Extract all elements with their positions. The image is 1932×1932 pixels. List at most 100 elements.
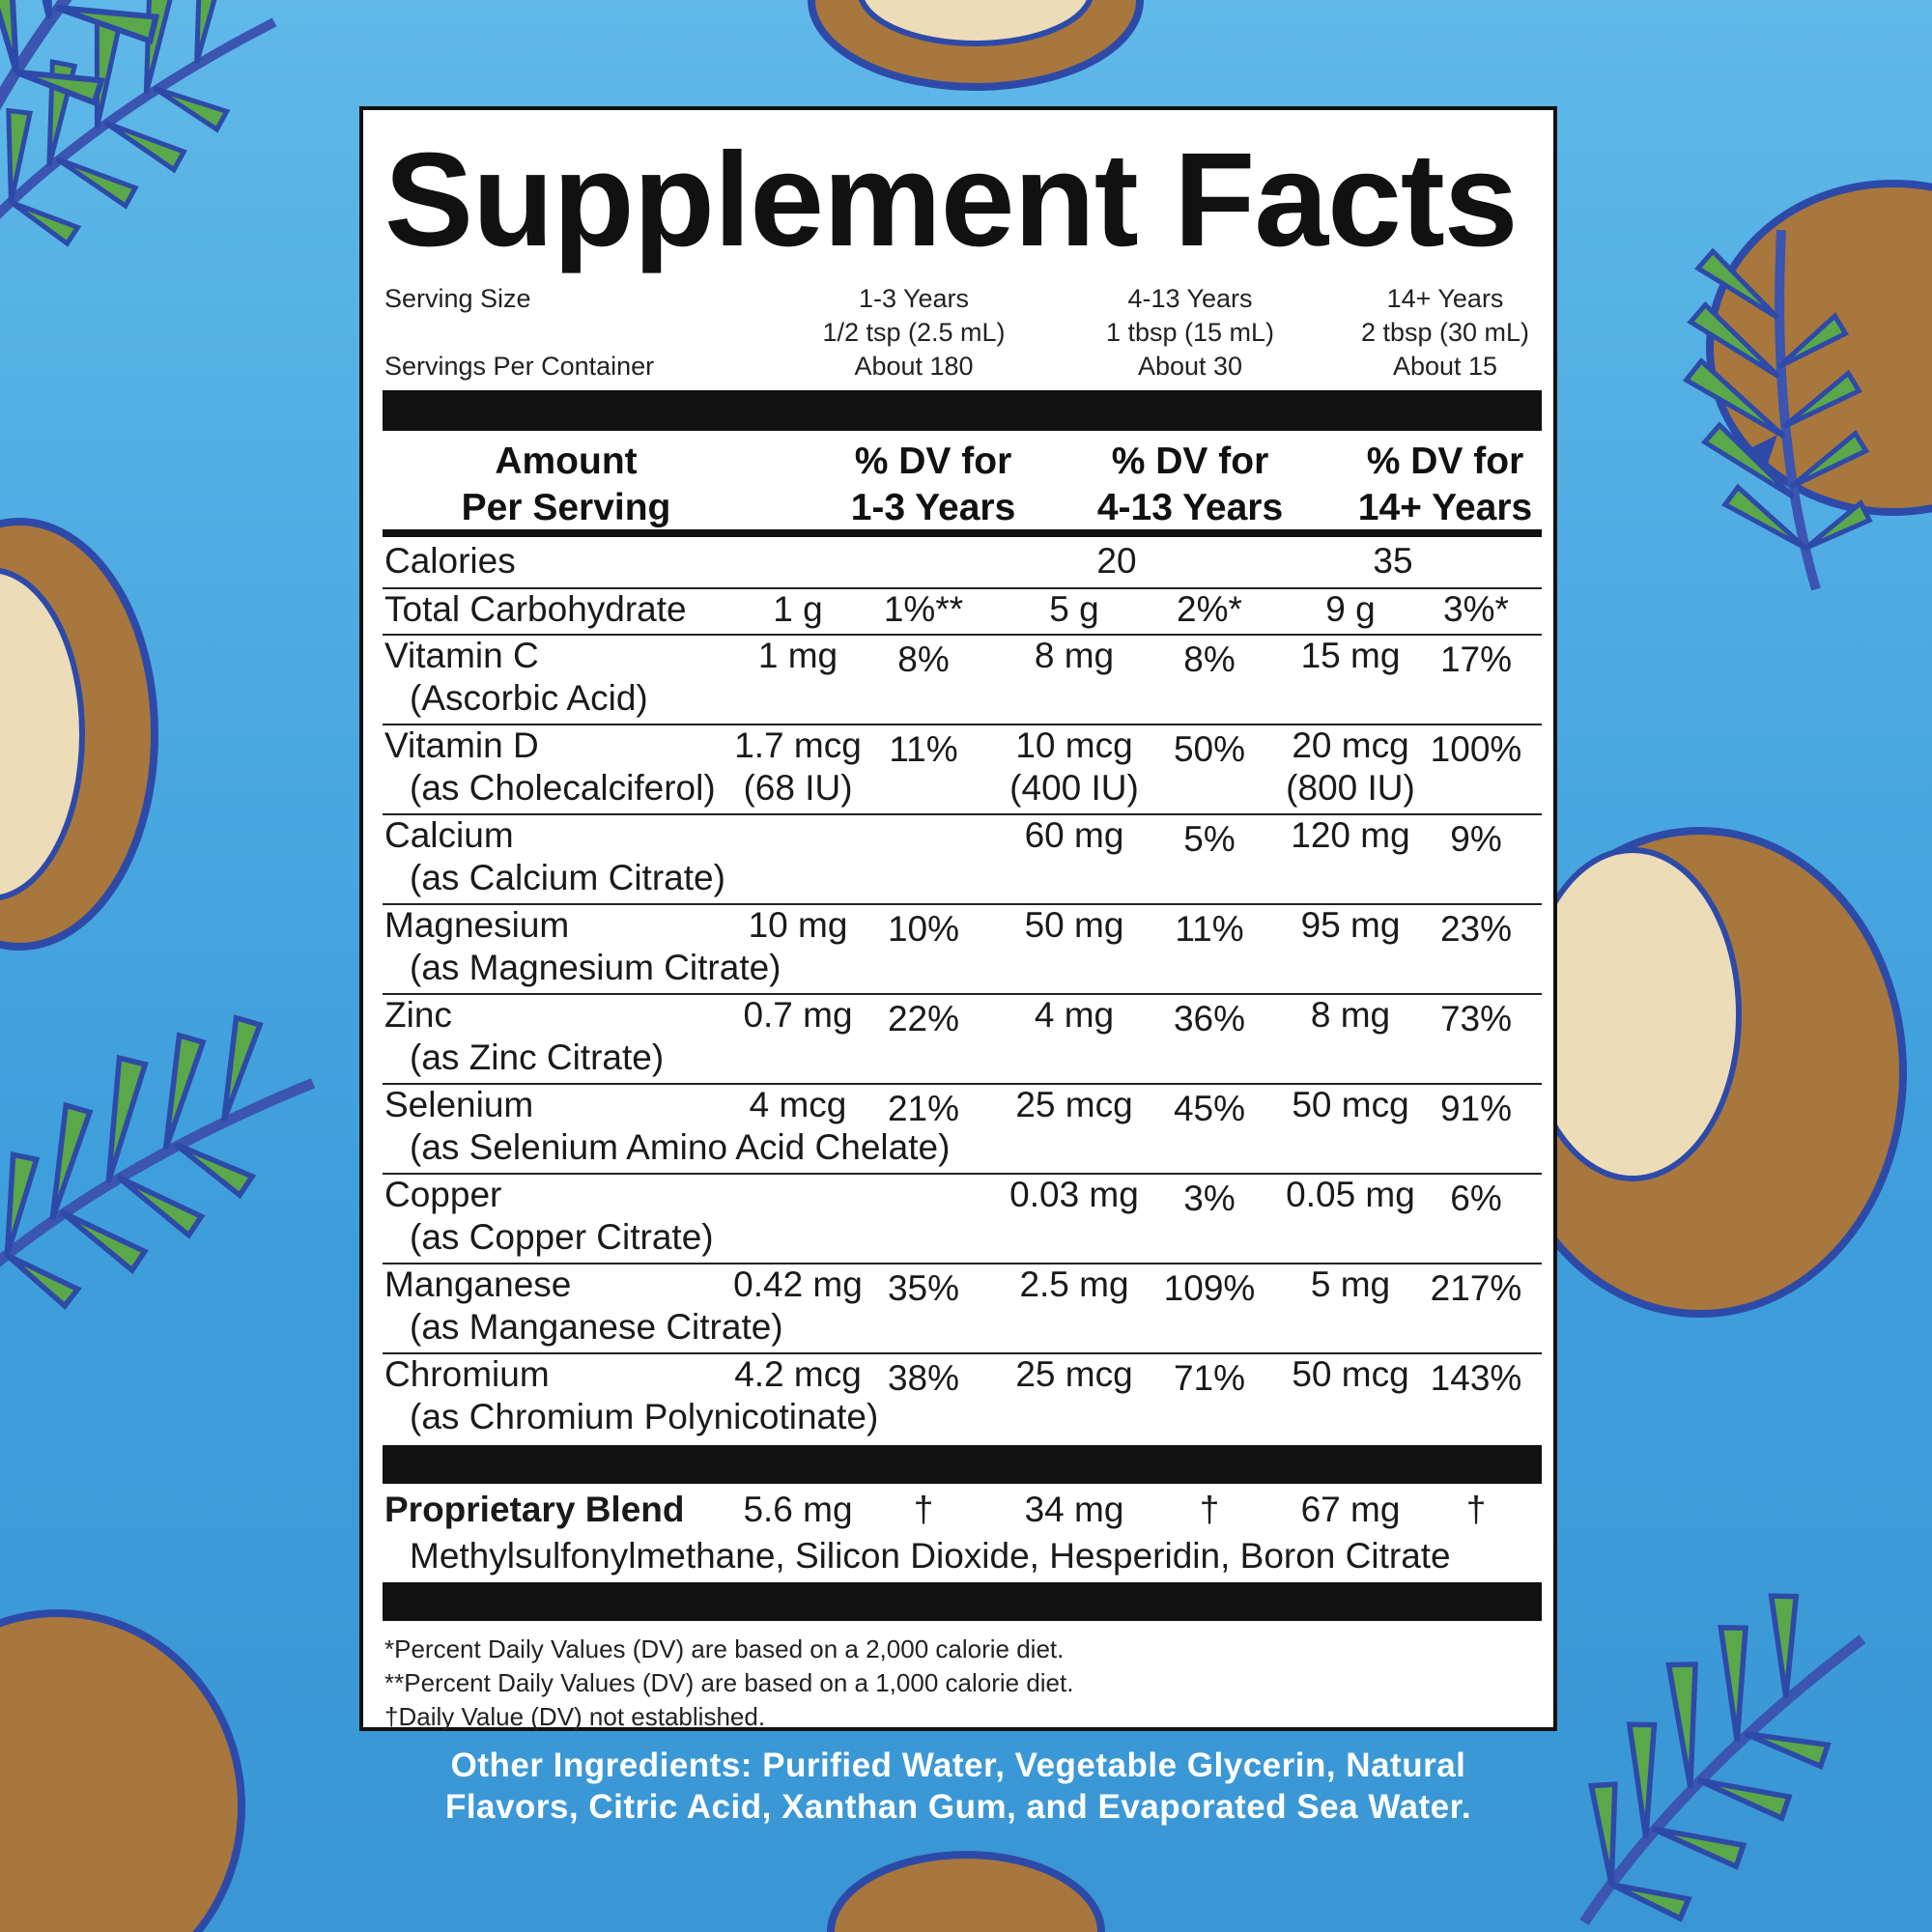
nutrient-name: Selenium: [384, 1085, 534, 1124]
nutrient-dv: 35%: [887, 1268, 960, 1308]
row-divider: [383, 1173, 1542, 1175]
nutrient-amount: 10 mcg: [1015, 725, 1133, 765]
nutrient-dv: 36%: [1173, 999, 1246, 1038]
nutrient-amount: 1.7 mcg: [734, 725, 862, 765]
calories-4-13: 20: [1096, 541, 1137, 581]
nutrient-amount: 120 mg: [1291, 815, 1410, 855]
nutrient-name: Manganese: [384, 1264, 572, 1304]
nutrient-dv: 217%: [1430, 1268, 1522, 1308]
calories-14: 35: [1373, 541, 1413, 581]
nutrient-dv: 45%: [1173, 1089, 1246, 1128]
nutrient-dv: 10%: [887, 909, 960, 949]
other-ingredients-line-1: Other Ingredients: Purified Water, Veget…: [450, 1747, 1466, 1784]
nutrient-dv: 11%: [1175, 909, 1244, 949]
nutrient-amount: 8 mg: [1310, 995, 1391, 1035]
header-amount: Amount Per Serving: [461, 440, 671, 528]
nutrient-dv: 17%: [1439, 639, 1513, 679]
blend-amount-2: 34 mg: [1024, 1490, 1124, 1529]
nutrient-amount: 50 mcg: [1292, 1354, 1409, 1394]
servings-count-2: About 30: [1137, 352, 1243, 381]
nutrient-dv: 38%: [887, 1358, 960, 1398]
nutrient-dv: 11%: [889, 729, 958, 769]
nutrient-dv: 23%: [1439, 909, 1513, 949]
supplement-facts-panel: Supplement Facts Serving Size Servings P…: [359, 106, 1557, 1731]
servings-per-container-label: Servings Per Container: [384, 352, 655, 381]
row-divider: [383, 1352, 1542, 1354]
nutrient-source: (as Magnesium Citrate): [410, 948, 781, 987]
nutrient-dv: 3%: [1183, 1179, 1236, 1218]
nutrient-amount: 15 mg: [1300, 636, 1401, 675]
nutrient-dv: 73%: [1439, 999, 1513, 1038]
nutrient-amount: 95 mg: [1300, 905, 1401, 945]
nutrient-name: Calcium: [384, 815, 514, 855]
row-divider: [383, 587, 1542, 589]
nutrient-name: Vitamin D: [384, 725, 539, 765]
nutrient-amount: 10 mg: [748, 905, 848, 945]
row-divider: [383, 1083, 1542, 1085]
footnote-1000: **Percent Daily Values (DV) are based on…: [384, 1668, 1074, 1697]
nutrient-source: (as Copper Citrate): [410, 1217, 714, 1257]
nutrient-source: (as Zinc Citrate): [410, 1037, 665, 1077]
nutrient-dv: 21%: [887, 1089, 960, 1128]
nutrient-name: Copper: [384, 1175, 502, 1214]
blend-dv-2: †: [1199, 1490, 1220, 1529]
nutrient-dv: 6%: [1450, 1179, 1502, 1218]
nutrient-amount: 8 mg: [1034, 636, 1115, 675]
serving-size-1: 1/2 tsp (2.5 mL): [822, 318, 1006, 347]
nutrient-source: (as Cholecalciferol): [410, 768, 716, 808]
nutrient-name: Vitamin C: [384, 636, 539, 675]
nutrient-amount-iu: (400 IU): [1009, 768, 1139, 808]
thick-divider: [383, 1582, 1542, 1621]
nutrient-source: (Ascorbic Acid): [410, 678, 648, 718]
nutrient-name: Magnesium: [384, 905, 570, 945]
footnote-2000: *Percent Daily Values (DV) are based on …: [384, 1634, 1065, 1663]
carb-dv-2: 2%*: [1177, 589, 1242, 629]
nutrient-amount: 50 mg: [1024, 905, 1124, 945]
row-divider: [383, 903, 1542, 905]
blend-dv-1: †: [913, 1490, 934, 1529]
nutrient-dv: 50%: [1173, 729, 1246, 769]
other-ingredients: Other Ingredients: Purified Water, Veget…: [359, 1745, 1557, 1828]
carb-amount-2: 5 g: [1049, 589, 1099, 629]
serving-size-3: 2 tbsp (30 mL): [1360, 318, 1530, 347]
nutrient-dv: 109%: [1163, 1268, 1256, 1308]
carb-amount-3: 9 g: [1325, 589, 1376, 629]
nutrient-amount: 4 mcg: [749, 1085, 847, 1124]
servings-count-1: About 180: [854, 352, 974, 381]
page-title: Supplement Facts: [384, 126, 1519, 274]
nutrient-name: Chromium: [384, 1354, 550, 1394]
nutrient-amount-iu: (800 IU): [1286, 768, 1415, 808]
blend-amount-1: 5.6 mg: [743, 1490, 853, 1529]
serving-size-label: Serving Size: [384, 284, 531, 313]
row-divider: [383, 813, 1542, 815]
nutrient-amount: 50 mcg: [1292, 1085, 1409, 1124]
row-divider: [383, 1263, 1542, 1264]
nutrient-dv: 100%: [1430, 729, 1522, 769]
footnote-dagger: †Daily Value (DV) not established.: [384, 1702, 766, 1731]
row-divider: [383, 724, 1542, 725]
nutrient-amount: 0.05 mg: [1286, 1175, 1415, 1214]
nutrient-dv: 8%: [897, 639, 950, 679]
nutrient-dv: 8%: [1183, 639, 1236, 679]
nutrient-amount: 25 mcg: [1015, 1085, 1133, 1124]
nutrient-amount: 2.5 mg: [1019, 1264, 1129, 1304]
row-divider: [383, 993, 1542, 995]
carb-label: Total Carbohydrate: [384, 589, 687, 629]
nutrient-amount: 0.42 mg: [733, 1264, 863, 1304]
blend-amount-3: 67 mg: [1300, 1490, 1401, 1529]
row-divider: [383, 634, 1542, 636]
nutrient-amount: 20 mcg: [1292, 725, 1409, 765]
calories-label: Calories: [384, 541, 516, 581]
carb-dv-3: 3%*: [1443, 589, 1509, 629]
nutrient-amount: 5 mg: [1310, 1264, 1391, 1304]
nutrient-amount: 0.03 mg: [1009, 1175, 1139, 1214]
nutrient-name: Zinc: [384, 995, 452, 1035]
carb-amount-1: 1 g: [773, 589, 823, 629]
thick-divider: [383, 1445, 1542, 1484]
header-dv-4-13: % DV for 4-13 Years: [1096, 440, 1284, 528]
serving-age-3: 14+ Years: [1386, 284, 1504, 313]
serving-size-2: 1 tbsp (15 mL): [1105, 318, 1275, 347]
servings-count-3: About 15: [1392, 352, 1498, 381]
nutrient-amount-iu: (68 IU): [743, 768, 853, 808]
